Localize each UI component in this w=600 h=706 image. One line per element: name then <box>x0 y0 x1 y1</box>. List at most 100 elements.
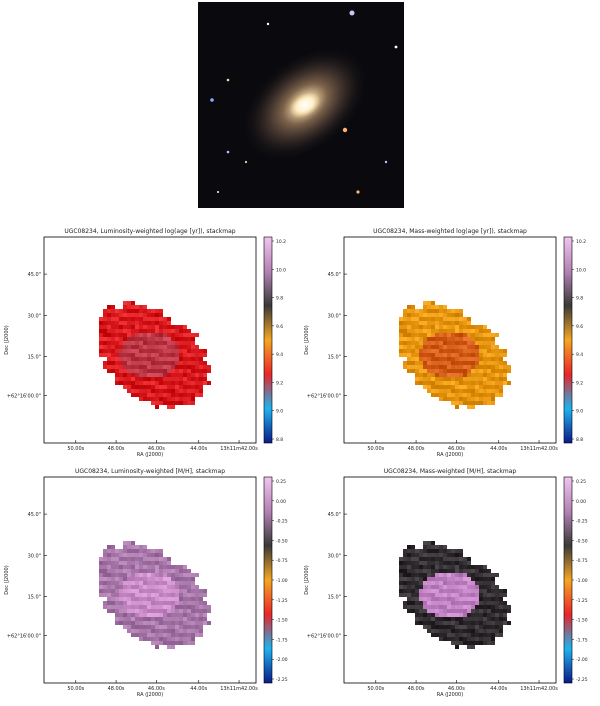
map-pixel <box>159 373 163 377</box>
map-pixel <box>131 301 135 305</box>
colorbar-tick-label: 9.2 <box>576 380 583 386</box>
map-pixel <box>499 353 503 357</box>
map-pixel <box>131 565 135 569</box>
map-pixel <box>167 357 171 361</box>
map-pixel <box>407 365 411 369</box>
map-pixel <box>415 353 419 357</box>
map-pixel <box>495 589 499 593</box>
map-pixel <box>195 345 199 349</box>
map-pixel <box>167 333 171 337</box>
colorbar-tick-label: -1.00 <box>576 578 588 584</box>
map-pixel <box>447 313 451 317</box>
map-pixel <box>463 557 467 561</box>
map-pixel <box>131 541 135 545</box>
map-pixel <box>427 333 431 337</box>
map-pixel <box>139 573 143 577</box>
map-pixel <box>447 633 451 637</box>
map-pixel <box>155 557 159 561</box>
map-pixel <box>423 341 427 345</box>
map-pixel <box>475 589 479 593</box>
map-pixel <box>119 593 123 597</box>
map-pixel <box>455 629 459 633</box>
map-pixel <box>487 357 491 361</box>
map-pixel <box>443 389 447 393</box>
map-pixel <box>491 605 495 609</box>
map-pixel <box>155 597 159 601</box>
map-pixel <box>103 349 107 353</box>
map-pixel <box>407 609 411 613</box>
map-pixel <box>187 593 191 597</box>
map-pixel <box>131 601 135 605</box>
map-pixel <box>427 317 431 321</box>
map-pixel <box>491 397 495 401</box>
map-pixel <box>143 605 147 609</box>
map-pixel <box>151 613 155 617</box>
map-pixel <box>159 585 163 589</box>
map-pixel <box>463 389 467 393</box>
map-pixel <box>123 593 127 597</box>
map-pixel <box>99 329 103 333</box>
map-pixel <box>423 353 427 357</box>
map-pixel <box>187 585 191 589</box>
map-pixel <box>179 381 183 385</box>
map-pixel <box>99 573 103 577</box>
map-pixel <box>431 577 435 581</box>
map-pixel <box>131 365 135 369</box>
map-pixel <box>451 401 455 405</box>
map-pixel <box>471 597 475 601</box>
map-svg: UGC08234, Luminosity-weighted log(age [y… <box>4 228 286 458</box>
map-pixel <box>427 305 431 309</box>
map-pixel <box>471 633 475 637</box>
map-pixel <box>427 313 431 317</box>
map-pixel <box>491 609 495 613</box>
map-pixel <box>135 329 139 333</box>
map-pixel <box>171 329 175 333</box>
map-pixel <box>455 549 459 553</box>
map-pixel <box>175 589 179 593</box>
map-pixel <box>159 357 163 361</box>
map-pixel <box>435 601 439 605</box>
map-pixel <box>475 345 479 349</box>
map-pixel <box>455 377 459 381</box>
map-pixel <box>179 601 183 605</box>
map-pixel <box>483 641 487 645</box>
map-pixel <box>475 633 479 637</box>
map-pixel <box>127 369 131 373</box>
map-pixel <box>483 597 487 601</box>
chart-title: UGC08234, Mass-weighted [M/H], stackmap <box>384 468 517 475</box>
map-pixel <box>499 381 503 385</box>
map-pixel <box>487 569 491 573</box>
map-pixel <box>419 617 423 621</box>
map-pixel <box>443 625 447 629</box>
x-tick-label: 48.00s <box>408 446 425 452</box>
map-pixel <box>115 317 119 321</box>
map-pixel <box>195 593 199 597</box>
map-pixel <box>123 309 127 313</box>
map-pixel <box>439 549 443 553</box>
map-pixel <box>507 381 511 385</box>
x-tick-label: 50.00s <box>367 446 384 452</box>
map-pixel <box>147 365 151 369</box>
map-pixel <box>455 373 459 377</box>
map-pixel <box>419 549 423 553</box>
map-pixel <box>163 333 167 337</box>
map-pixel <box>463 353 467 357</box>
map-pixel <box>171 593 175 597</box>
map-pixel <box>431 373 435 377</box>
map-pixel <box>167 349 171 353</box>
map-pixel <box>155 621 159 625</box>
map-pixel <box>459 349 463 353</box>
map-pixel <box>471 345 475 349</box>
map-pixel <box>163 357 167 361</box>
map-pixel <box>131 313 135 317</box>
map-pixel <box>419 585 423 589</box>
map-pixel <box>171 405 175 409</box>
map-pixel <box>151 349 155 353</box>
map-pixel <box>467 329 471 333</box>
map-pixel <box>455 565 459 569</box>
map-pixel <box>175 325 179 329</box>
map-pixel <box>159 629 163 633</box>
map-pixel <box>151 553 155 557</box>
map-pixel <box>407 597 411 601</box>
map-pixel <box>495 601 499 605</box>
